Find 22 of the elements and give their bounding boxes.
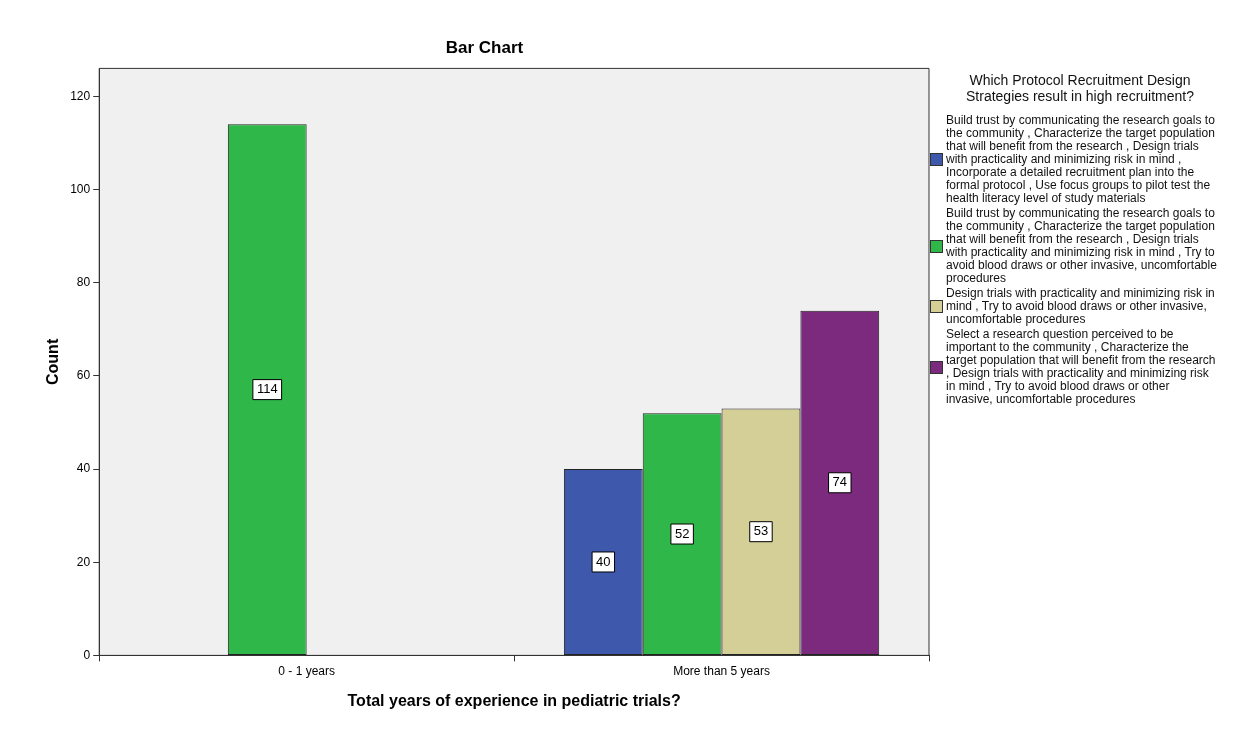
data-label: 52 bbox=[674, 525, 690, 541]
y-tick-label: 120 bbox=[70, 88, 91, 103]
y-tick-label: 20 bbox=[76, 554, 91, 569]
y-tick-label: 0 bbox=[83, 647, 91, 662]
y-tick-label: 60 bbox=[76, 368, 91, 383]
y-tick-label: 100 bbox=[70, 181, 91, 196]
legend-label: Build trust by communicating the research goals to the community , Characterize the target population that will benefit from the research , Design trials with practicality and minimizing risk in mind , Incorporate a detailed recruitment plan into the formal protocol , Use focus groups to pilot test the health literacy level of study materials bbox=[946, 113, 1216, 205]
legend-label: Select a research question perceived to be important to the community , Characterize the target population that will benefit from the research , Design trials with practicality and minimizing risk in mind , Try to avoid blood draws or other invasive, uncomfortable procedures bbox=[946, 327, 1217, 406]
x-tick-label: More than 5 years bbox=[673, 663, 770, 678]
x-tick-label: 0 - 1 years bbox=[278, 663, 336, 678]
chart-title: Bar Chart bbox=[445, 37, 524, 57]
y-tick-label: 80 bbox=[76, 275, 91, 290]
data-label: 74 bbox=[832, 474, 848, 490]
legend-title: Which Protocol Recruitment Design Strategies result in high recruitment? bbox=[965, 72, 1195, 104]
data-label: 114 bbox=[256, 381, 278, 397]
x-axis-title: Total years of experience in pediatric trials? bbox=[347, 691, 681, 709]
data-label: 40 bbox=[596, 553, 611, 569]
legend-label: Build trust by communicating the research goals to the community , Characterize the target population that will benefit from the research , Design trials with practicality and minimizing risk in mind , Try to avoid blood draws or other invasive, uncomfortable procedures bbox=[946, 206, 1218, 285]
y-tick-label: 40 bbox=[76, 461, 91, 476]
data-label: 53 bbox=[753, 523, 769, 539]
legend-label: Design trials with practicality and minimizing risk in mind , Try to avoid blood draws or other invasive, uncomfortable procedures bbox=[946, 286, 1216, 326]
y-axis-title: Count bbox=[44, 338, 62, 385]
